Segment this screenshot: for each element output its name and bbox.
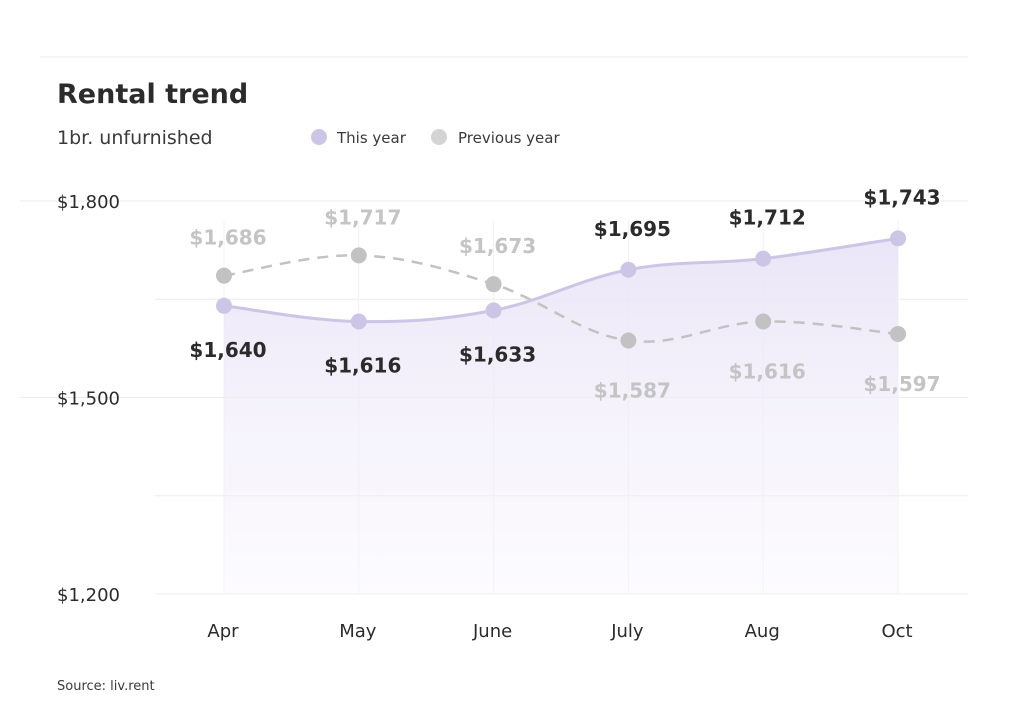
- legend-previous-year-marker: [431, 129, 447, 145]
- chart-title: Rental trend: [57, 79, 248, 110]
- this-year-point: [755, 250, 772, 267]
- previous-year-point: [620, 332, 637, 349]
- this-year-point: [485, 302, 502, 319]
- previous-year-point: [485, 276, 502, 293]
- series-lines: [223, 236, 899, 343]
- this-year-area: [224, 238, 898, 594]
- this-year-point: [890, 230, 906, 247]
- x-tick-label: June: [472, 621, 512, 642]
- previous-year-point: [350, 247, 367, 264]
- previous-year-data-label: $1,597: [863, 372, 940, 396]
- legend-previous-year-label: Previous year: [458, 129, 560, 147]
- this-year-data-label: $1,695: [594, 217, 671, 241]
- x-tick-label: Aug: [745, 621, 780, 642]
- this-year-data-label: $1,616: [324, 354, 401, 378]
- y-axis-ticks: $1,800 $1,500 $1,200: [57, 192, 120, 606]
- data-points: [216, 230, 906, 349]
- y-tick-label: $1,800: [57, 192, 120, 213]
- this-year-point: [216, 297, 232, 314]
- x-tick-label: Apr: [207, 621, 239, 642]
- previous-year-data-label: $1,587: [594, 379, 671, 403]
- y-tick-label: $1,500: [57, 389, 120, 410]
- previous-year-point: [755, 313, 772, 330]
- previous-year-point: [216, 267, 232, 284]
- x-tick-label: Oct: [881, 621, 912, 642]
- this-year-line: [223, 236, 899, 324]
- chart-subtitle: 1br. unfurnished: [57, 127, 213, 149]
- previous-year-line: [223, 254, 899, 343]
- x-tick-label: July: [610, 621, 644, 642]
- this-year-data-label: $1,743: [863, 185, 940, 209]
- this-year-point: [350, 313, 367, 330]
- previous-year-data-label: $1,673: [459, 234, 536, 258]
- legend-this-year-marker: [311, 129, 327, 145]
- this-year-point: [620, 261, 637, 278]
- legend-this-year-label: This year: [336, 129, 407, 147]
- this-year-area-fill: [224, 238, 898, 594]
- this-year-data-label: $1,633: [459, 342, 536, 366]
- previous-year-data-label: $1,616: [729, 360, 806, 384]
- this-year-data-label: $1,640: [189, 338, 266, 362]
- x-axis-ticks: Apr May June July Aug Oct: [207, 621, 912, 642]
- previous-year-point: [890, 325, 906, 342]
- y-tick-label: $1,200: [57, 585, 120, 606]
- previous-year-data-label: $1,686: [189, 226, 266, 250]
- x-tick-label: May: [339, 621, 377, 642]
- previous-year-data-label: $1,717: [324, 205, 401, 229]
- data-labels: $1,640 $1,616 $1,633 $1,695 $1,712 $1,743 $1,6…: [189, 185, 940, 402]
- source-note: Source: liv.rent: [57, 679, 155, 694]
- legend: This year Previous year: [311, 129, 560, 147]
- this-year-data-label: $1,712: [729, 206, 806, 230]
